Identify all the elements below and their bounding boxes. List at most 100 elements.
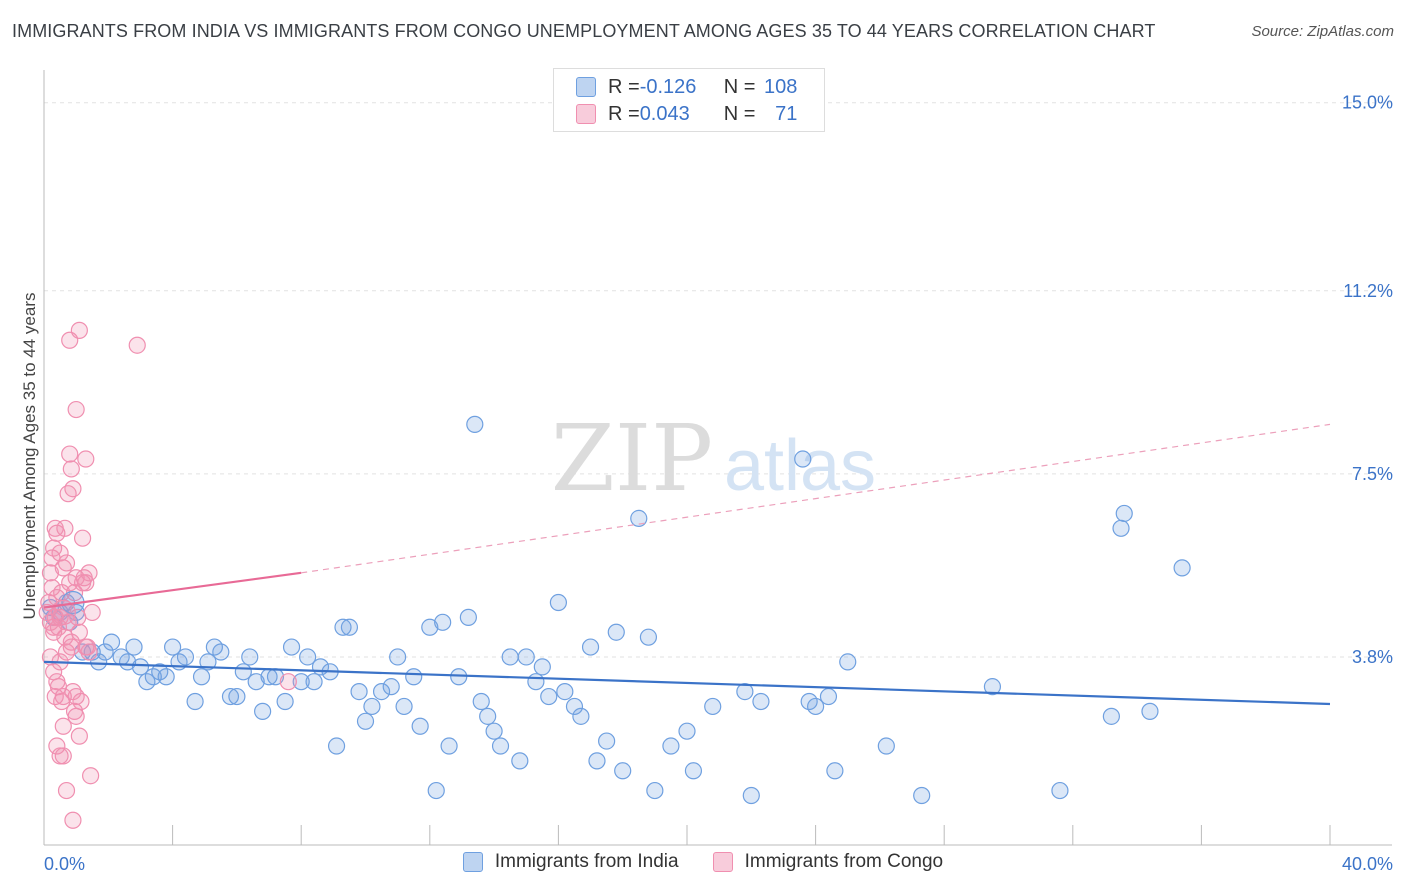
india-point [459,608,477,626]
congo-point [77,638,95,656]
legend-swatch-india [576,77,596,97]
india-point [533,658,551,676]
congo-point [80,564,98,582]
congo-point [70,321,88,339]
india-point [440,737,458,755]
india-point [913,786,931,805]
legend-r-value: 0.043 [639,102,690,125]
watermark-zip: ZIP [551,405,713,512]
india-point [572,707,590,725]
x-tick-label-max: 40.0% [1342,854,1393,874]
congo-point [82,767,100,785]
congo-point [279,673,297,691]
india-point [434,613,452,631]
congo-point [57,643,76,661]
india-point [1102,707,1120,725]
india-point [299,648,317,666]
legend-swatch-congo [576,104,596,124]
india-point [704,697,722,716]
congo-point [54,747,72,765]
y-tick-label: 11.2% [1343,281,1393,301]
legend-n-label: N = [723,75,756,98]
congo-point [62,460,80,478]
india-point [125,638,143,656]
congo-point [73,529,92,547]
india-point [646,781,664,800]
india-point [556,682,574,701]
india-point [472,692,490,711]
congo-point [62,633,80,651]
india-point [517,648,535,666]
india-point [662,737,680,755]
india-point [565,697,584,716]
india-point [588,752,606,770]
india-point [276,692,294,711]
legend-r-value: -0.126 [639,75,697,98]
india-point [186,692,204,711]
congo-point [75,569,93,587]
source-label: Source: ZipAtlas.com [1251,23,1394,40]
india-point [1141,702,1159,720]
india-point [221,687,240,706]
india-point [228,687,246,706]
india-point [736,682,754,701]
y-tick-label: 15.0% [1342,93,1393,113]
x-tick-label-min: 0.0% [44,854,85,874]
india-point [501,648,519,666]
india-point [305,673,323,691]
india-point [1051,781,1069,800]
congo-point [48,737,66,755]
chart-title: IMMIGRANTS FROM INDIA VS IMMIGRANTS FROM… [12,21,1156,41]
india-point [372,682,391,701]
india-point [1112,519,1130,537]
india-point [118,653,137,671]
india-point [356,712,375,730]
congo-point [57,554,76,572]
watermark: ZIP atlas [551,405,876,512]
axes [43,70,1392,846]
congo-point [64,811,82,829]
india-point [405,668,423,686]
congo-point [54,717,72,735]
india-point [363,697,381,716]
india-point [607,623,625,641]
india-point [639,628,658,646]
india-point [157,668,175,686]
india-point [839,653,857,671]
india-point [491,737,510,755]
legend-n-value: 108 [764,75,798,98]
india-point [684,762,703,780]
congo-point [43,579,61,597]
series-swatch-india [462,852,483,872]
legend-r-label: R = [608,75,640,98]
india-point [292,673,310,691]
series-legend: Immigrants from India Immigrants from Co… [0,851,1406,873]
india-point [485,722,503,740]
india-point [540,687,558,706]
india-point [340,618,359,636]
india-point [794,450,812,468]
india-point [382,678,400,696]
legend-r-label: R = [608,102,640,125]
india-point [752,692,770,711]
series-legend-congo: Immigrants from Congo [712,851,943,873]
india-point [614,762,632,780]
india-point [247,673,265,691]
congo-trend-line [43,571,302,609]
india-point [427,781,445,800]
india-point [678,722,696,740]
india-point [282,638,301,656]
india-point [327,737,346,755]
india-point [511,752,529,770]
legend-row-india: R = -0.126 N = 108 [576,74,797,100]
congo-point [83,603,101,622]
india-point [212,643,230,661]
congo-point [54,559,72,577]
india-point [877,737,895,755]
india-point [806,697,825,716]
india-point [241,648,259,666]
india-point [334,618,352,636]
india-point [164,638,182,656]
data-points [38,321,1191,829]
